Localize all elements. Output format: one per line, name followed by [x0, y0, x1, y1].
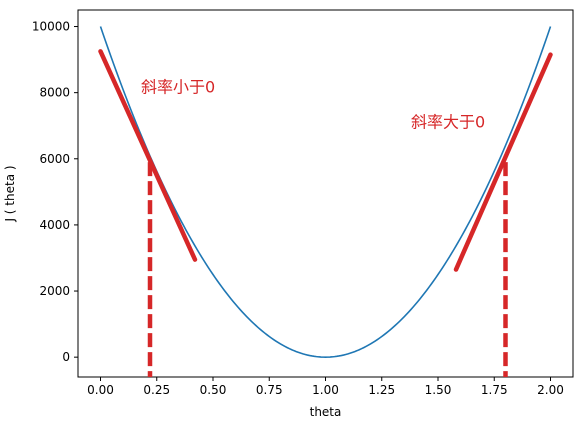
x-tick-label: 0.25	[143, 383, 170, 397]
x-axis-label: theta	[310, 405, 342, 419]
y-tick-label: 2000	[39, 284, 70, 298]
y-tick-label: 6000	[39, 152, 70, 166]
x-tick-label: 1.75	[481, 383, 508, 397]
x-tick-label: 1.00	[312, 383, 339, 397]
y-tick-label: 8000	[39, 86, 70, 100]
annotation-negative-slope: 斜率小于0	[141, 78, 215, 97]
x-tick-label: 2.00	[537, 383, 564, 397]
y-axis-label: J ( theta )	[3, 165, 17, 222]
y-tick-label: 10000	[32, 20, 70, 34]
x-tick-label: 0.00	[87, 383, 114, 397]
y-tick-label: 4000	[39, 218, 70, 232]
cost-curve-line	[99, 26, 552, 358]
x-tick-label: 1.50	[425, 383, 452, 397]
annotation-positive-slope: 斜率大于0	[411, 112, 485, 131]
x-tick-label: 0.50	[200, 383, 227, 397]
tangent-line-left	[98, 49, 198, 262]
x-tick-label: 0.75	[256, 383, 283, 397]
x-tick-label: 1.25	[368, 383, 395, 397]
y-tick-label: 0	[62, 350, 70, 364]
